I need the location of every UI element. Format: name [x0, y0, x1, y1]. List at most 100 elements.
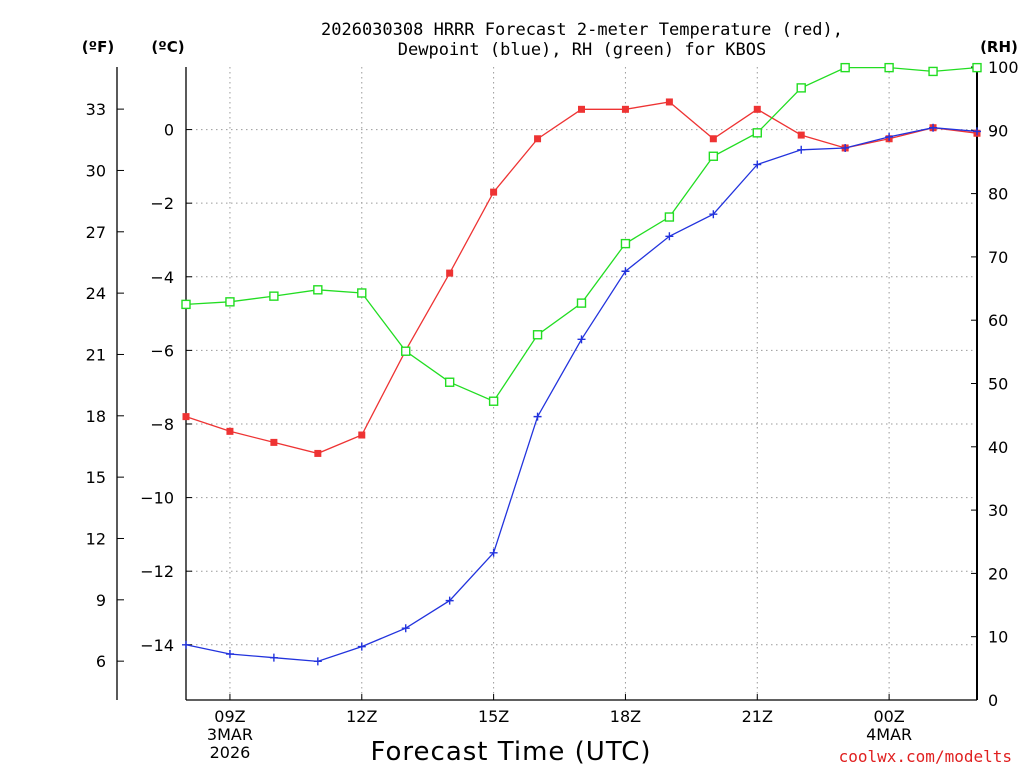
rh-point-18: [972, 62, 982, 73]
rh-point-10: [620, 238, 631, 249]
rh-tick-label-10: 0: [988, 691, 998, 710]
fahrenheit-tick-label-9: 6: [96, 652, 106, 671]
temperature-point-9: [578, 105, 585, 113]
rh-point-1: [225, 297, 235, 307]
rh-point-3: [313, 285, 323, 295]
fahrenheit-tick-label-3: 24: [86, 284, 106, 303]
time-tick-label-0-2: 2026: [210, 743, 251, 762]
dewpoint-point-12: [709, 210, 718, 219]
time-tick-label-2-0: 15Z: [478, 707, 509, 726]
temperature-point-6: [446, 269, 454, 277]
chart-title-line-2: Dewpoint (blue), RH (green) for KBOS: [398, 40, 766, 60]
rh-point-8: [532, 330, 543, 340]
temperature-line: [185, 101, 978, 455]
time-tick-label-3-0: 18Z: [610, 707, 641, 726]
rh-point-12: [708, 151, 719, 161]
time-tick-label-4-0: 21Z: [742, 707, 773, 726]
temperature-point-7: [490, 188, 498, 196]
dewpoint-point-6: [445, 596, 454, 605]
fahrenheit-tick-label-8: 9: [96, 591, 106, 610]
temperature-point-10: [621, 105, 629, 113]
rh-tick-label-5: 50: [988, 375, 1008, 394]
dewpoint-point-16: [885, 132, 894, 141]
rh-line: [185, 66, 978, 403]
x-axis-label: Forecast Time (UTC): [370, 737, 651, 767]
dewpoint-line: [185, 127, 978, 663]
rh-tick-label-1: 90: [988, 121, 1008, 140]
chart-gridlines: [186, 67, 977, 700]
dewpoint-point-4: [357, 642, 366, 651]
fahrenheit-tick-label-4: 21: [86, 345, 106, 364]
rh-point-9: [576, 298, 587, 308]
chart-tick-labels: 0−2−4−6−8−10−12−143330272421181512961009…: [86, 58, 1019, 762]
rh-tick-label-0: 100: [988, 58, 1019, 77]
temperature-point-13: [753, 105, 761, 113]
rh-tick-label-3: 70: [988, 248, 1008, 267]
temperature-point-4: [358, 431, 366, 439]
chart-axes: [116, 66, 978, 701]
rh-tick-label-6: 40: [988, 438, 1008, 457]
dewpoint-point-8: [533, 412, 542, 421]
chart-series: [181, 62, 982, 666]
rh-point-6: [444, 377, 455, 387]
temperature-point-14: [797, 131, 805, 139]
dewpoint-point-3: [313, 657, 322, 666]
series-dewpoint: [182, 123, 981, 666]
rh-point-15: [840, 62, 850, 73]
celsius-tick-label-4: −8: [150, 415, 174, 434]
rh-point-17: [928, 66, 938, 77]
time-tick-label-0-0: 09Z: [214, 707, 245, 726]
dewpoint-point-18: [973, 127, 981, 136]
dewpoint-point-0: [182, 640, 190, 649]
celsius-unit-label: (ºC): [151, 38, 184, 56]
celsius-tick-label-6: −12: [140, 562, 174, 581]
celsius-tick-label-3: −6: [150, 341, 174, 360]
celsius-tick-label-2: −4: [150, 268, 174, 287]
fahrenheit-tick-label-1: 30: [86, 161, 106, 180]
temperature-point-2: [270, 438, 278, 446]
series-rh: [181, 62, 982, 406]
dewpoint-point-11: [665, 232, 674, 241]
time-tick-label-0-1: 3MAR: [207, 725, 253, 744]
rh-unit-label: (RH): [980, 38, 1018, 56]
dewpoint-point-17: [929, 123, 938, 132]
fahrenheit-tick-label-0: 33: [86, 100, 106, 119]
dewpoint-point-1: [225, 649, 234, 658]
rh-point-4: [357, 288, 367, 298]
dewpoint-point-5: [401, 624, 410, 633]
rh-point-13: [752, 128, 762, 138]
rh-point-0: [181, 299, 191, 310]
rh-tick-label-9: 10: [988, 628, 1008, 647]
rh-tick-label-4: 60: [988, 311, 1008, 330]
fahrenheit-tick-label-7: 12: [86, 529, 106, 548]
temperature-point-3: [314, 449, 322, 457]
rh-point-7: [488, 396, 499, 406]
rh-point-16: [884, 62, 894, 73]
dewpoint-point-15: [841, 143, 850, 152]
dewpoint-point-2: [269, 653, 278, 662]
temperature-point-1: [226, 427, 234, 435]
temperature-point-8: [534, 135, 542, 143]
time-tick-label-5-1: 4MAR: [866, 725, 912, 744]
dewpoint-point-14: [797, 145, 806, 154]
source-credit[interactable]: coolwx.com/modelts: [839, 747, 1012, 766]
rh-tick-label-7: 30: [988, 501, 1008, 520]
celsius-tick-label-0: 0: [164, 121, 174, 140]
celsius-tick-label-7: −14: [140, 636, 174, 655]
chart-title-line-1: 2026030308 HRRR Forecast 2-meter Tempera…: [321, 20, 843, 40]
celsius-tick-label-1: −2: [150, 194, 174, 213]
rh-tick-label-2: 80: [988, 185, 1008, 204]
fahrenheit-tick-label-6: 15: [86, 468, 106, 487]
celsius-tick-label-5: −10: [140, 489, 174, 508]
rh-tick-label-8: 20: [988, 564, 1008, 583]
time-tick-label-5-0: 00Z: [873, 707, 904, 726]
fahrenheit-unit-label: (ºF): [82, 38, 114, 56]
rh-point-14: [796, 83, 806, 93]
fahrenheit-tick-label-2: 27: [86, 223, 106, 242]
temperature-point-11: [665, 98, 673, 106]
series-temperature: [182, 98, 981, 457]
fahrenheit-tick-label-5: 18: [86, 407, 106, 426]
rh-point-2: [269, 291, 279, 301]
dewpoint-point-7: [489, 548, 498, 557]
